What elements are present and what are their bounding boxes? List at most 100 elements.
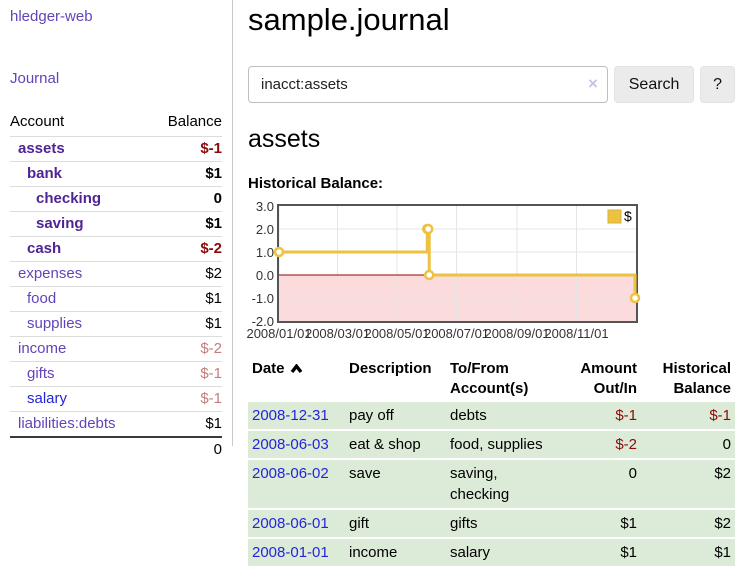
y-axis-tick-label: 1.0	[255, 245, 274, 260]
register-table: Date Description To/From Account(s) Amou…	[248, 356, 735, 568]
account-row: cash $-2	[10, 236, 222, 262]
sidebar: hledger-web Journal Account Balance asse…	[0, 0, 233, 462]
account-row: checking 0	[10, 186, 222, 212]
transaction-row: 2008-06-03 eat & shop food, supplies $-2 0	[248, 431, 735, 458]
accounts-table-header: Account Balance	[10, 111, 222, 137]
transaction-row: 2008-06-02 save saving, checking 0 $2	[248, 460, 735, 508]
transaction-description: eat & shop	[345, 431, 446, 458]
sort-by-date-header[interactable]: Date	[248, 358, 345, 400]
account-row: liabilities:debts $1	[10, 411, 222, 437]
transaction-date-link[interactable]: 2008-06-02	[252, 465, 329, 482]
account-title: assets	[248, 125, 321, 153]
account-balance: $1	[150, 311, 222, 337]
chart-plot-area: $	[273, 204, 641, 323]
account-link[interactable]: gifts	[27, 365, 55, 382]
transaction-description: income	[345, 539, 446, 566]
account-balance: 0	[150, 186, 222, 212]
account-header: To/From Account(s)	[450, 360, 529, 397]
transaction-balance: $1	[641, 539, 735, 566]
transaction-accounts: salary	[446, 539, 566, 566]
account-row: income $-2	[10, 336, 222, 362]
transaction-description: save	[345, 460, 446, 508]
y-axis-tick-label: 0.0	[255, 268, 274, 283]
y-axis-tick-label: -2.0	[251, 314, 274, 329]
transaction-balance: $2	[641, 460, 735, 508]
transaction-accounts: gifts	[446, 510, 566, 537]
account-balance: $1	[150, 411, 222, 437]
app-title-link[interactable]: hledger-web	[10, 8, 93, 25]
transaction-accounts: food, supplies	[446, 431, 566, 458]
balance-column-header: Balance	[167, 113, 222, 130]
account-balance: $1	[150, 161, 222, 187]
transaction-balance: $2	[641, 510, 735, 537]
help-button[interactable]: ?	[700, 66, 735, 103]
account-link[interactable]: cash	[27, 240, 62, 257]
transaction-amount: 0	[566, 460, 641, 508]
x-axis-tick-label: 2008/09/01	[484, 326, 550, 341]
historical-balance-chart: $3.0 2.0 1.0 0.0 -1.0 -2.0 2008/01/01 2008/03/0…	[246, 200, 735, 344]
transaction-balance: $-1	[641, 402, 735, 429]
search-input[interactable]	[248, 66, 608, 103]
transaction-date-link[interactable]: 2008-01-01	[252, 544, 329, 561]
account-link[interactable]: bank	[27, 165, 63, 182]
account-row: bank $1	[10, 161, 222, 187]
account-balance: $-1	[150, 361, 222, 387]
account-link[interactable]: liabilities:debts	[18, 415, 116, 432]
transaction-balance: 0	[641, 431, 735, 458]
chart-title: Historical Balance:	[248, 175, 384, 192]
search-bar: × Search ?	[248, 66, 735, 103]
x-axis-tick-label: 2008/01/01	[246, 326, 312, 341]
transaction-date-link[interactable]: 2008-06-01	[252, 515, 329, 532]
transaction-amount: $-1	[566, 402, 641, 429]
clear-search-icon[interactable]: ×	[588, 74, 598, 93]
transaction-description: pay off	[345, 402, 446, 429]
transaction-amount: $-2	[566, 431, 641, 458]
transaction-row: 2008-06-01 gift gifts $1 $2	[248, 510, 735, 537]
account-balance: $2	[150, 261, 222, 287]
account-balance: $-1	[150, 386, 222, 412]
account-link[interactable]: food	[27, 290, 57, 307]
x-axis-tick-label: 2008/05/01	[364, 326, 430, 341]
legend-label: $	[624, 208, 632, 224]
transaction-date-link[interactable]: 2008-06-03	[252, 436, 329, 453]
account-row: saving $1	[10, 211, 222, 237]
accounts-table: Account Balance assets $-1 bank $1 checking 0…	[10, 111, 222, 462]
register-header-row: Date Description To/From Account(s) Amou…	[248, 358, 735, 400]
sidebar-item-journal[interactable]: Journal	[10, 70, 60, 87]
balance-header: Historical Balance	[662, 360, 731, 397]
account-link[interactable]: income	[18, 340, 67, 357]
transaction-row: 2008-01-01 income salary $1 $1	[248, 539, 735, 566]
x-axis-tick-label: 2008/03/01	[304, 326, 371, 341]
account-link[interactable]: expenses	[18, 265, 83, 282]
account-link[interactable]: saving	[36, 215, 84, 232]
description-header: Description	[349, 360, 432, 377]
account-balance: $-2	[150, 336, 222, 362]
total-row: 0	[10, 436, 222, 462]
x-axis-tick-label: 2008/11/01	[544, 326, 609, 341]
transaction-row: 2008-12-31 pay off debts $-1 $-1	[248, 402, 735, 429]
account-link[interactable]: salary	[27, 390, 68, 407]
account-balance: $-1	[150, 136, 222, 162]
y-axis-tick-label: 3.0	[255, 199, 274, 214]
account-link[interactable]: checking	[36, 190, 102, 207]
transaction-accounts: debts	[446, 402, 566, 429]
main-content: sample.journal × Search ? assets Histori…	[246, 0, 735, 568]
account-link[interactable]: assets	[18, 140, 65, 157]
amount-header: Amount Out/In	[580, 360, 637, 397]
transaction-description: gift	[345, 510, 446, 537]
account-row: assets $-1	[10, 136, 222, 162]
account-row: supplies $1	[10, 311, 222, 337]
transaction-amount: $1	[566, 510, 641, 537]
search-button[interactable]: Search	[613, 66, 695, 103]
total-balance: 0	[150, 436, 222, 462]
account-row: food $1	[10, 286, 222, 312]
account-row: gifts $-1	[10, 361, 222, 387]
search-box: ×	[248, 66, 608, 103]
account-balance: $1	[150, 286, 222, 312]
sort-ascending-icon	[290, 363, 302, 374]
transaction-date-link[interactable]: 2008-12-31	[252, 407, 329, 424]
transaction-amount: $1	[566, 539, 641, 566]
y-axis-tick-label: -1.0	[251, 291, 274, 306]
page-title: sample.journal	[248, 2, 450, 37]
account-link[interactable]: supplies	[27, 315, 83, 332]
